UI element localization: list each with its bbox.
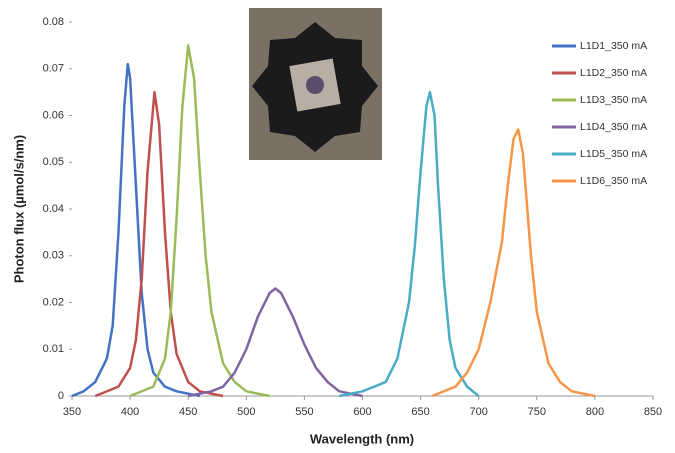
series-line (71, 62, 201, 398)
series-line (94, 90, 224, 398)
x-axis-title: Wavelength (nm) (310, 431, 414, 446)
legend-label: L1D2_350 mA (580, 67, 647, 79)
legend-label: L1D3_350 mA (580, 94, 647, 106)
x-tick-label: 650 (411, 406, 429, 418)
legend-label: L1D5_350 mA (580, 148, 647, 160)
x-tick-label: 350 (63, 406, 81, 418)
y-tick-label: 0.06 (43, 109, 64, 121)
x-tick-label: 700 (470, 406, 488, 418)
y-axis-title: Photon flux (µmol/s/nm) (11, 135, 26, 283)
series-line (339, 90, 480, 398)
x-tick-label: 600 (353, 406, 371, 418)
legend-label: L1D6_350 mA (580, 175, 647, 187)
series-line (187, 287, 363, 398)
x-tick-label: 400 (121, 406, 139, 418)
x-tick-label: 550 (295, 406, 313, 418)
y-tick-label: 0.03 (43, 250, 64, 262)
y-tick-label: 0 (58, 390, 64, 402)
y-tick-label: 0.05 (43, 156, 64, 168)
legend-label: L1D1_350 mA (580, 40, 647, 52)
x-tick-label: 850 (644, 406, 662, 418)
x-tick-label: 450 (179, 406, 197, 418)
series-line (431, 128, 596, 398)
x-tick-label: 800 (586, 406, 604, 418)
x-tick-label: 500 (237, 406, 255, 418)
legend-label: L1D4_350 mA (580, 121, 647, 133)
x-tick-label: 750 (528, 406, 546, 418)
y-tick-label: 0.02 (43, 296, 64, 308)
y-tick-label: 0.04 (43, 203, 64, 215)
y-tick-label: 0.07 (43, 63, 64, 75)
led-photo (249, 8, 382, 160)
y-tick-label: 0.08 (43, 16, 64, 28)
y-tick-label: 0.01 (43, 343, 64, 355)
